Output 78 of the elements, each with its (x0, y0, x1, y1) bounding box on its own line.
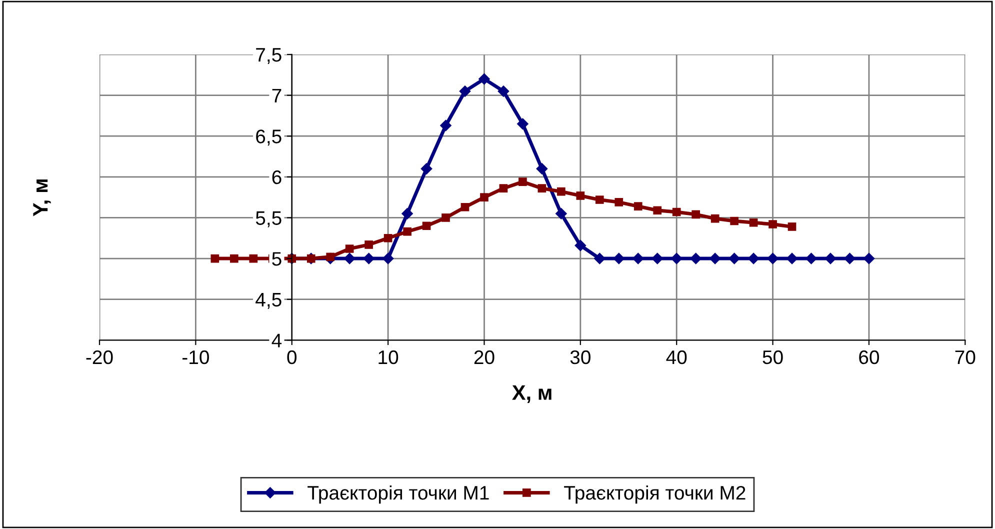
point (344, 252, 356, 264)
y-axis-title: Y, м (33, 179, 51, 216)
point (499, 184, 508, 193)
y-tick-label: 4,5 (256, 293, 282, 309)
x-tick-label: 40 (666, 350, 687, 364)
point (788, 222, 796, 231)
point (710, 214, 720, 223)
point (594, 252, 606, 264)
point (786, 252, 798, 264)
point (614, 198, 624, 206)
x-tick-label: 60 (859, 350, 880, 364)
point (574, 240, 586, 252)
x-tick-label: -20 (86, 350, 113, 364)
point (382, 252, 394, 264)
point (576, 192, 585, 200)
point (442, 214, 450, 222)
point (557, 187, 566, 196)
point (518, 178, 527, 186)
point (824, 252, 836, 264)
x-tick-label: 70 (955, 350, 976, 364)
point (364, 240, 373, 249)
point (863, 252, 875, 264)
y-tick-label: 6 (272, 170, 282, 184)
y-tick-label: 6,5 (256, 130, 282, 146)
point (806, 252, 817, 264)
point (749, 218, 758, 227)
point (768, 220, 777, 228)
point (422, 222, 431, 230)
point (363, 252, 374, 264)
point (632, 252, 644, 264)
point (613, 252, 624, 264)
point (480, 193, 488, 202)
point (402, 208, 413, 220)
point (403, 227, 412, 236)
point (844, 252, 856, 264)
point (730, 216, 738, 226)
point (538, 184, 546, 193)
point (459, 86, 471, 97)
point (210, 254, 220, 263)
point (692, 210, 700, 219)
y-tick-label: 7,5 (256, 48, 282, 64)
y-tick-label: 4 (272, 334, 282, 348)
point (440, 120, 452, 132)
point (653, 206, 662, 215)
point (634, 202, 642, 210)
x-tick-label: 50 (762, 350, 783, 364)
point (556, 208, 567, 220)
x-tick-label: 30 (570, 350, 590, 364)
point (498, 86, 510, 97)
point (709, 252, 721, 264)
point (672, 208, 681, 216)
y-tick-label: 5 (272, 252, 282, 266)
point (595, 196, 604, 204)
point (728, 252, 740, 264)
legend-label: Траєкторія точки M1 (308, 485, 489, 504)
point (420, 163, 432, 174)
x-tick-label: 10 (378, 350, 398, 364)
point (536, 163, 548, 174)
point (670, 252, 682, 264)
x-axis-title: X, м (512, 385, 552, 403)
x-tick-label: -10 (182, 350, 209, 364)
x-tick-label: 20 (474, 350, 494, 364)
point (345, 244, 354, 253)
point (326, 252, 335, 262)
y-tick-label: 7 (272, 88, 282, 102)
point (478, 73, 490, 85)
point (652, 252, 663, 264)
point (384, 234, 392, 242)
point (517, 118, 528, 130)
x-tick-label: 0 (287, 350, 297, 364)
point (690, 252, 702, 264)
point (249, 254, 258, 263)
y-tick-label: 5,5 (256, 211, 282, 228)
point (230, 254, 238, 263)
point (767, 252, 778, 264)
point (748, 252, 760, 264)
legend-label: Траєкторія точки M2 (564, 485, 746, 504)
point (460, 202, 470, 212)
